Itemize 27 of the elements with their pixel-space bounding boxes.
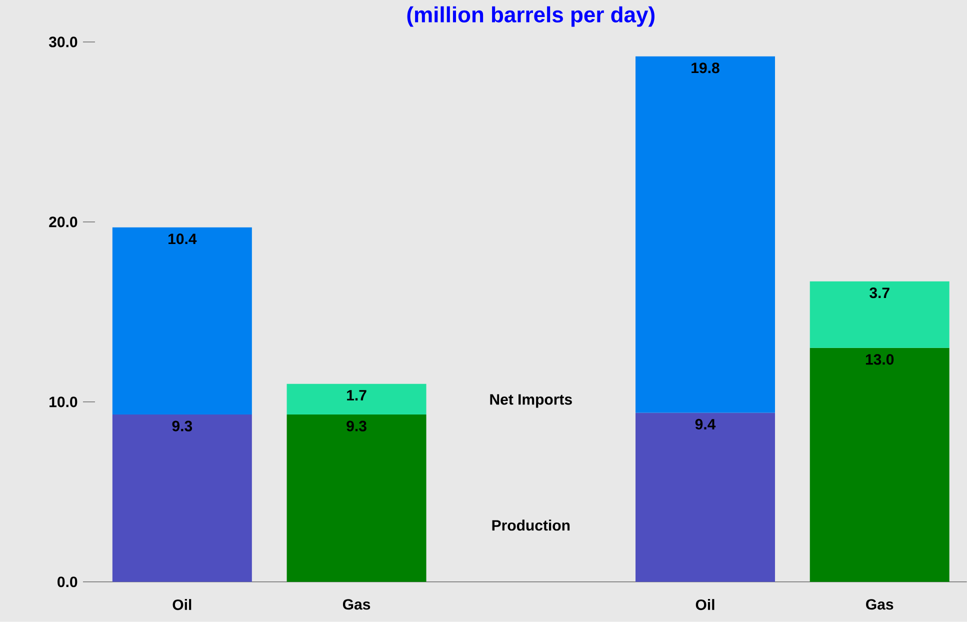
data-label: 9.4 — [695, 418, 716, 430]
y-tick-label: 10.0 — [50, 396, 78, 408]
x-tick-label: Gas — [342, 599, 370, 610]
data-label: 19.8 — [692, 62, 720, 74]
annotation: Net Imports — [490, 394, 572, 408]
y-tick-label: 0.0 — [58, 576, 78, 588]
bar — [286, 414, 426, 582]
bar — [112, 414, 252, 582]
data-label: 1.7 — [347, 390, 366, 400]
data-label: 9.3 — [346, 420, 366, 432]
bar — [112, 227, 252, 415]
bar — [810, 348, 950, 582]
annotation: Production — [492, 520, 570, 531]
y-tick-label: 30.0 — [48, 36, 78, 48]
bar — [636, 56, 775, 413]
chart-title: (million barrels per day) — [407, 6, 654, 27]
x-tick-label: Gas — [866, 599, 894, 610]
data-label: 9.3 — [172, 420, 192, 432]
y-tick-label: 20.0 — [49, 216, 78, 228]
data-label: 3.7 — [870, 288, 890, 298]
bar — [286, 384, 426, 415]
data-label: 13.0 — [866, 354, 894, 365]
data-label: 10.4 — [168, 234, 197, 244]
bar — [636, 412, 775, 582]
x-tick-label: Oil — [172, 599, 192, 610]
bar — [810, 281, 950, 348]
x-tick-label: Oil — [696, 599, 714, 610]
